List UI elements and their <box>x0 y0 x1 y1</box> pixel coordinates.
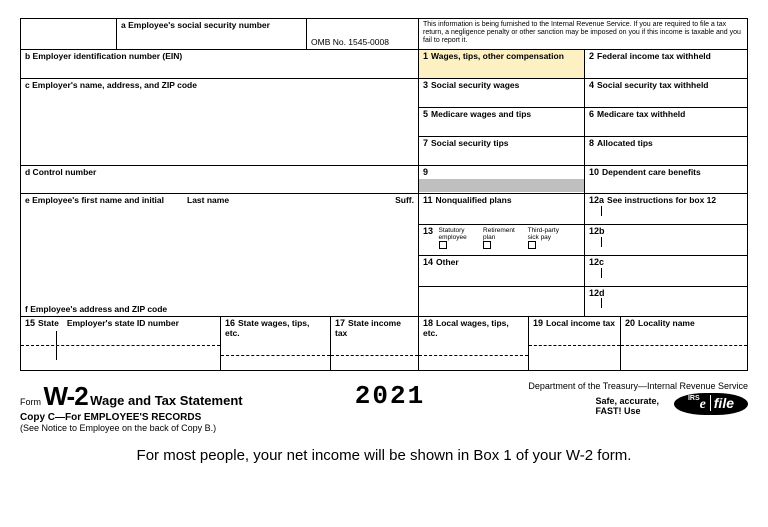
row-e: e Employee's first name and initial Last… <box>21 194 747 318</box>
box-20-label: Locality name <box>638 318 695 328</box>
box-8-label: Allocated tips <box>597 138 653 148</box>
box-12c: 12c <box>585 256 747 286</box>
box-12a: 12aSee instructions for box 12 <box>585 194 747 224</box>
disclosure-cell: This information is being furnished to t… <box>419 19 747 49</box>
footer-safe: Safe, accurate, FAST! Use <box>595 396 667 416</box>
box-b-label: b Employer identification number (EIN) <box>25 52 414 61</box>
box-3-label: Social security wages <box>431 80 519 90</box>
footer-notice: (See Notice to Employee on the back of C… <box>20 423 320 433</box>
checkbox-statutory[interactable] <box>439 241 447 249</box>
box-b: b Employer identification number (EIN) <box>21 50 419 78</box>
box-13: 13 Statutory employee Retirement plan Th… <box>419 225 585 255</box>
box-16-label: State wages, tips, etc. <box>225 318 309 338</box>
right-stack-3-8: 3Social security wages 4Social security … <box>419 79 747 165</box>
box-7: 7Social security tips <box>419 137 585 165</box>
box-e-suff: Suff. <box>395 196 414 205</box>
footer-copy: Copy C—For EMPLOYEE'S RECORDS <box>20 412 320 423</box>
box-e-first: e Employee's first name and initial <box>25 196 187 205</box>
checkbox-thirdparty[interactable] <box>528 241 536 249</box>
efile-irs: IRS <box>688 395 700 402</box>
box-1-label: Wages, tips, other compensation <box>431 51 564 61</box>
box-20: 20Locality name <box>621 317 747 370</box>
box-6: 6Medicare tax withheld <box>585 108 747 136</box>
box-14: 14Other <box>419 256 585 286</box>
box-17: 17State income tax <box>331 317 419 370</box>
box-12d-label: 12d <box>589 288 605 298</box>
box-15b-label: Employer's state ID number <box>67 319 179 329</box>
box-7-label: Social security tips <box>431 138 508 148</box>
box-3: 3Social security wages <box>419 79 585 107</box>
box-13-stat: Statutory employee <box>439 227 467 241</box>
omb-number: OMB No. 1545-0008 <box>311 38 389 47</box>
row-d: d Control number 9 10Dependent care bene… <box>21 166 747 194</box>
box-15-label: State <box>38 319 59 329</box>
box-12b: 12b <box>585 225 747 255</box>
footer-subtitle: Wage and Tax Statement <box>90 393 242 408</box>
footer-w2: W-2 <box>44 381 88 411</box>
box-4-label: Social security tax withheld <box>597 80 708 90</box>
box-13-tp: Third-party sick pay <box>528 227 559 241</box>
box-2: 2Federal income tax withheld <box>585 50 747 78</box>
footer-dept: Department of the Treasury—Internal Reve… <box>460 381 748 391</box>
box-19-label: Local income tax <box>546 318 615 328</box>
box-4: 4Social security tax withheld <box>585 79 747 107</box>
row-b: b Employer identification number (EIN) 1… <box>21 50 747 79</box>
box-14-cont <box>419 287 585 317</box>
box-8: 8Allocated tips <box>585 137 747 165</box>
w2-form: a Employee's social security number OMB … <box>20 18 748 371</box>
box-a: a Employee's social security number <box>117 19 307 49</box>
caption-text: For most people, your net income will be… <box>0 437 768 482</box>
box-18-label: Local wages, tips, etc. <box>423 318 509 338</box>
box-11: 11Nonqualified plans <box>419 194 585 224</box>
box-5-label: Medicare wages and tips <box>431 109 531 119</box>
box-11-label: Nonqualified plans <box>436 195 512 205</box>
box-e-f: e Employee's first name and initial Last… <box>21 194 419 317</box>
row-c: c Employer's name, address, and ZIP code… <box>21 79 747 166</box>
omb-cell: OMB No. 1545-0008 <box>307 19 419 49</box>
box-5: 5Medicare wages and tips <box>419 108 585 136</box>
box-12c-label: 12c <box>589 257 604 267</box>
disclosure-text: This information is being furnished to t… <box>423 21 741 44</box>
box-e-last: Last name <box>187 196 395 205</box>
footer-year: 2021 <box>355 381 425 411</box>
box-c-label: c Employer's name, address, and ZIP code <box>25 81 414 90</box>
row-state: 15State Employer's state ID number 16Sta… <box>21 317 747 370</box>
box-18: 18Local wages, tips, etc. <box>419 317 529 370</box>
row-header: a Employee's social security number OMB … <box>21 19 747 50</box>
box-16: 16State wages, tips, etc. <box>221 317 331 370</box>
box-10: 10Dependent care benefits <box>585 166 747 193</box>
form-footer: Form W-2 Wage and Tax Statement Copy C—F… <box>0 377 768 437</box>
box-13-ret: Retirement plan <box>483 227 515 241</box>
box-12d: 12d <box>585 287 747 317</box>
box-d-label: d Control number <box>25 168 414 177</box>
box-d: d Control number <box>21 166 419 193</box>
box-f: f Employee's address and ZIP code <box>21 303 418 316</box>
box-1: 1Wages, tips, other compensation <box>419 50 585 78</box>
box-15: 15State Employer's state ID number <box>21 317 221 370</box>
box-6-label: Medicare tax withheld <box>597 109 685 119</box>
box-10-label: Dependent care benefits <box>602 167 701 177</box>
box-c: c Employer's name, address, and ZIP code <box>21 79 419 165</box>
box-9: 9 <box>419 166 585 193</box>
footer-form-word: Form <box>20 397 41 407</box>
box-12b-label: 12b <box>589 226 605 236</box>
blank-left <box>21 19 117 49</box>
box-a-label: a Employee's social security number <box>121 21 302 30</box>
checkbox-retirement[interactable] <box>483 241 491 249</box>
box-14-label: Other <box>436 257 459 267</box>
efile-badge: IRSe file <box>674 393 748 415</box>
box-12a-label: See instructions for box 12 <box>607 195 716 205</box>
box-2-label: Federal income tax withheld <box>597 51 711 61</box>
box-19: 19Local income tax <box>529 317 621 370</box>
right-stack-11-14: 11Nonqualified plans 12aSee instructions… <box>419 194 747 317</box>
